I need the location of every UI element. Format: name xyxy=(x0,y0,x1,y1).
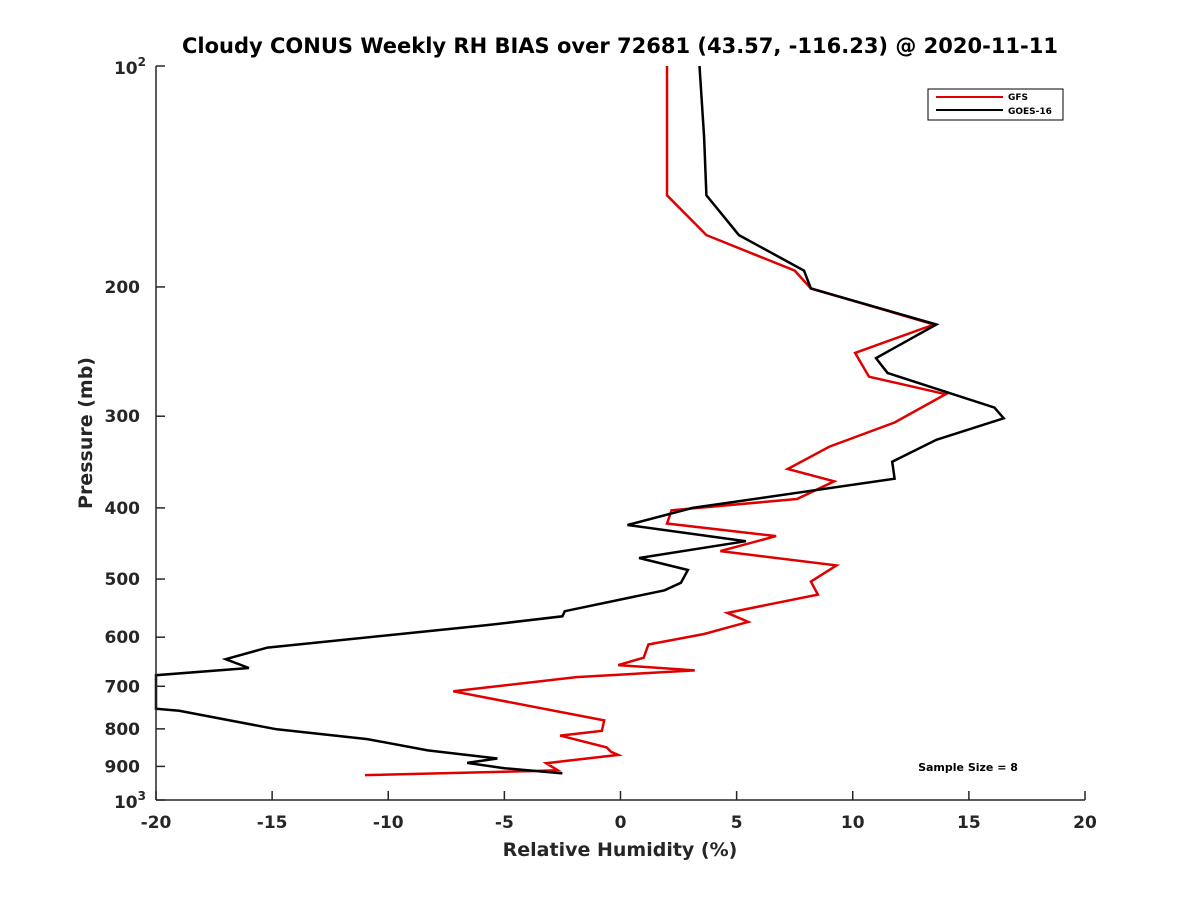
plot-area xyxy=(156,66,1085,800)
chart-title: Cloudy CONUS Weekly RH BIAS over 72681 (… xyxy=(182,34,1058,58)
series-line-goes16 xyxy=(154,65,1006,775)
x-tick-label: 5 xyxy=(731,813,743,833)
y-tick-label: 500 xyxy=(105,570,141,590)
y-tick-label: 200 xyxy=(105,278,141,298)
series-line-gfs xyxy=(364,66,950,777)
legend-label-gfs: GFS xyxy=(1008,93,1028,103)
y-tick-label: 102 xyxy=(114,55,146,79)
x-axis-label: Relative Humidity (%) xyxy=(503,839,738,861)
y-axis-ticks: 200 300 400 500 600 700 800 900 102 103 xyxy=(105,55,165,813)
y-tick-label: 300 xyxy=(105,407,141,427)
legend-label-goes16: GOES-16 xyxy=(1008,107,1052,117)
y-axis-label: Pressure (mb) xyxy=(75,357,97,509)
y-tick-label: 700 xyxy=(105,677,141,697)
y-tick-label: 600 xyxy=(105,628,141,648)
x-tick-label: -10 xyxy=(373,813,404,833)
x-tick-label: 0 xyxy=(615,813,627,833)
y-tick-label: 400 xyxy=(105,499,141,519)
x-tick-label: -5 xyxy=(495,813,514,833)
y-tick-label: 900 xyxy=(105,757,141,777)
y-tick-label: 800 xyxy=(105,720,141,740)
x-tick-label: 20 xyxy=(1073,813,1097,833)
x-tick-label: 10 xyxy=(841,813,865,833)
x-tick-label: 15 xyxy=(957,813,981,833)
x-tick-label: -15 xyxy=(257,813,288,833)
x-tick-label: -20 xyxy=(141,813,172,833)
x-axis-ticks: -20 -15 -10 -5 0 5 10 15 20 xyxy=(141,791,1097,833)
sample-size-annotation: Sample Size = 8 xyxy=(918,761,1018,774)
series-layer xyxy=(154,65,1006,777)
legend: GFS GOES-16 xyxy=(927,88,1064,121)
y-tick-label: 103 xyxy=(114,789,146,813)
legend-box xyxy=(927,88,1064,121)
